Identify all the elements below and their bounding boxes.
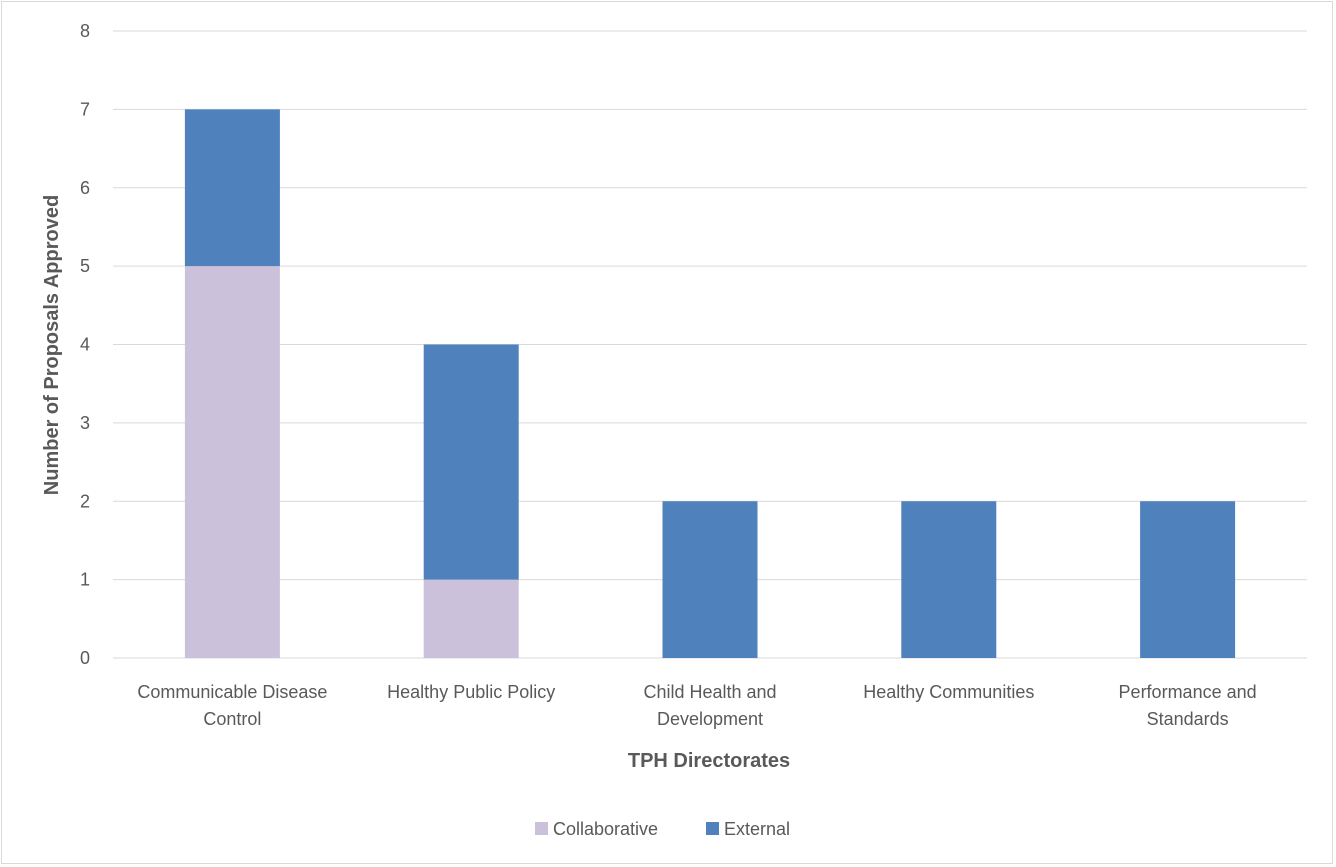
bar-external bbox=[184, 109, 280, 267]
x-axis-title: TPH Directorates bbox=[628, 750, 790, 772]
legend: Collaborative External bbox=[535, 819, 790, 839]
legend-swatch-collaborative bbox=[535, 822, 548, 835]
gridlines bbox=[113, 30, 1307, 659]
x-tick-label: Control bbox=[203, 709, 261, 729]
legend-label-collaborative: Collaborative bbox=[553, 819, 658, 839]
y-tick-label: 6 bbox=[80, 178, 90, 198]
y-tick-label: 5 bbox=[80, 256, 90, 276]
y-tick-label: 0 bbox=[80, 648, 90, 668]
legend-label-external: External bbox=[724, 819, 790, 839]
bar-external bbox=[1140, 501, 1236, 658]
bars bbox=[184, 109, 1236, 658]
x-tick-label: Standards bbox=[1147, 709, 1229, 729]
y-tick-label: 3 bbox=[80, 413, 90, 433]
x-tick-label: Performance and bbox=[1119, 682, 1257, 702]
y-tick-label: 8 bbox=[80, 21, 90, 41]
bar-collaborative bbox=[184, 266, 280, 658]
y-tick-labels: 0 1 2 3 4 5 6 7 8 bbox=[80, 21, 90, 668]
x-tick-label: Healthy Communities bbox=[863, 682, 1034, 702]
bar-external bbox=[662, 501, 758, 658]
x-tick-label: Healthy Public Policy bbox=[387, 682, 555, 702]
y-axis-title: Number of Proposals Approved bbox=[41, 195, 63, 495]
bar-external bbox=[901, 501, 997, 658]
bar-collaborative bbox=[423, 579, 519, 658]
bar-external bbox=[423, 344, 519, 580]
y-tick-label: 7 bbox=[80, 99, 90, 119]
x-tick-label: Development bbox=[657, 709, 763, 729]
legend-swatch-external bbox=[706, 822, 719, 835]
y-tick-label: 1 bbox=[80, 570, 90, 590]
y-tick-label: 2 bbox=[80, 491, 90, 511]
x-tick-labels: Communicable Disease Control Healthy Publi… bbox=[137, 682, 1256, 729]
x-tick-label: Communicable Disease bbox=[137, 682, 327, 702]
y-tick-label: 4 bbox=[80, 335, 90, 355]
x-tick-label: Child Health and bbox=[643, 682, 776, 702]
